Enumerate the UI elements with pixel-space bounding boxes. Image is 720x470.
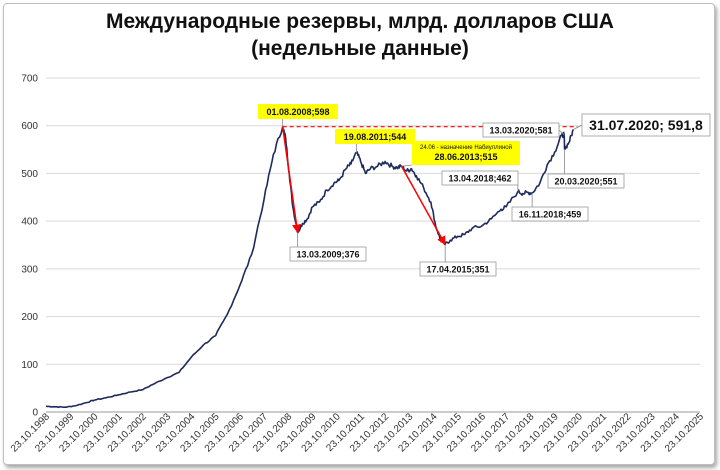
annotation-box [511,206,589,222]
annotation-box [289,246,367,262]
trend-arrow [281,126,301,234]
chart-title-block: Международные резервы, млрд. долларов СШ… [0,8,720,62]
annotation-label: 16.11.2018;459 [519,210,582,220]
annotation-label: 19.08.2011;544 [344,132,407,142]
annotation-label: 20.03.2020;551 [554,177,617,187]
y-tick-label: 400 [21,217,38,228]
annotation-label: 01.08.2008;598 [266,107,329,117]
annotation-label: 17.04.2015;351 [426,265,489,275]
annotation-box [581,113,711,137]
annotation-box [335,129,415,144]
annotation-box [547,173,625,189]
chart-title: Международные резервы, млрд. долларов СШ… [106,10,614,33]
annotation-box [419,261,497,277]
annotation-leader [558,129,565,136]
annotation-label: 31.07.2020; 591,8 [589,117,703,133]
chart-frame [3,3,715,465]
y-tick-label: 600 [21,121,38,132]
annotation-box [258,104,338,119]
y-tick-label: 100 [21,360,38,371]
annotation-note: 24.06 - назначение Набиуллиной [420,144,512,151]
y-tick-label: 200 [21,312,38,323]
trend-arrow [400,165,446,246]
annotation-label: 13.03.2009;376 [296,250,359,260]
annotation-label: 13.03.2020;581 [489,126,552,136]
series-line [45,125,575,409]
annotation-box [412,141,520,165]
annotation-label: 13.04.2018;462 [448,174,511,184]
annotation-leader [401,164,413,167]
annotation-label: 28.06.2013;515 [434,152,497,162]
y-tick-label: 500 [21,169,38,180]
y-tick-label: 700 [21,74,38,85]
y-tick-label: 0 [32,408,38,419]
y-tick-label: 300 [21,264,38,275]
annotation-box [482,122,560,138]
annotation-leader [573,124,583,130]
chart-subtitle: (недельные данные) [251,37,469,60]
annotation-box [441,170,519,186]
